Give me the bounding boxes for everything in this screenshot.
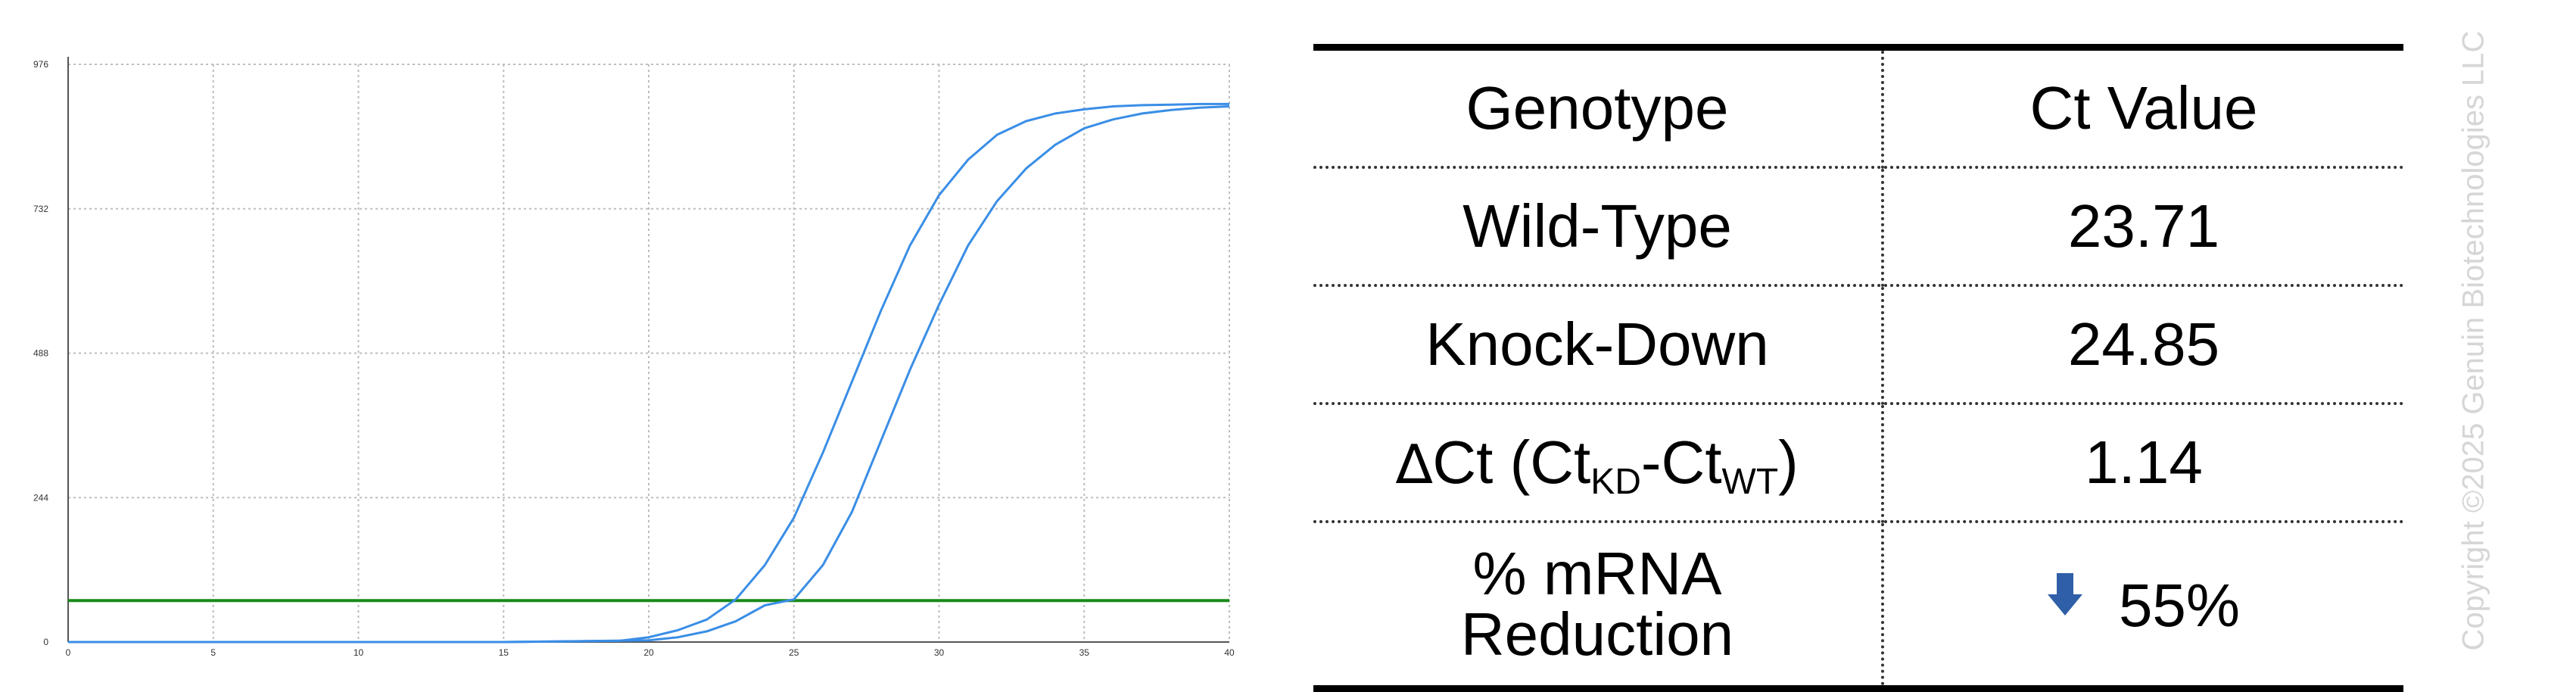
reduction-label-line2: Reduction bbox=[1460, 600, 1734, 668]
y-tick-label: 732 bbox=[33, 204, 48, 214]
knock-down-ct: 24.85 bbox=[2067, 310, 2220, 378]
mrna-reduction-label: % mRNA Reduction bbox=[1313, 522, 1884, 689]
table-row: Wild-Type 23.71 bbox=[1313, 167, 2403, 285]
x-tick-label: 25 bbox=[789, 647, 799, 658]
amplification-curve-2 bbox=[68, 105, 1230, 644]
delta-ct-text: Ct (Ct bbox=[1432, 429, 1591, 496]
delta-ct-close: ) bbox=[1778, 429, 1799, 496]
x-tick-label: 40 bbox=[1224, 647, 1235, 658]
amplification-chart: 0 5 10 15 20 25 30 35 40 0 244 488 732 976 bbox=[0, 0, 1257, 681]
y-tick-label: 976 bbox=[33, 59, 48, 70]
amplification-plot: 0 5 10 15 20 25 30 35 40 0 244 488 732 976 bbox=[33, 57, 1235, 658]
genotype-header: Genotype bbox=[1313, 47, 1884, 167]
wild-type-label: Wild-Type bbox=[1313, 167, 1884, 285]
mrna-reduction-value: 55% bbox=[2118, 571, 2241, 639]
y-tick-label: 244 bbox=[33, 492, 48, 503]
table-row: Knock-Down 24.85 bbox=[1313, 285, 2403, 404]
x-tick-label: 30 bbox=[934, 647, 945, 658]
table-row: ∆Ct (CtKD-CtWT) 1.14 bbox=[1313, 404, 2403, 522]
x-tick-label: 35 bbox=[1079, 647, 1090, 658]
table-header-row: Genotype Ct Value bbox=[1313, 47, 2403, 167]
x-tick-label: 5 bbox=[210, 647, 216, 658]
kd-subscript: KD bbox=[1590, 462, 1641, 502]
reduction-label-line1: % mRNA bbox=[1472, 540, 1722, 607]
delta-symbol: ∆ bbox=[1396, 432, 1433, 496]
table-row: % mRNA Reduction 55% bbox=[1313, 522, 2403, 689]
x-tick-label: 20 bbox=[643, 647, 654, 658]
mrna-reduction-cell: 55% bbox=[1883, 522, 2403, 689]
knock-down-label: Knock-Down bbox=[1313, 285, 1884, 404]
y-tick-label: 0 bbox=[43, 637, 48, 647]
down-arrow-icon bbox=[2047, 572, 2082, 617]
copyright-text: Copyright ©2025 Genuin Biotechnologies L… bbox=[2456, 30, 2490, 651]
delta-ct-dash: -Ct bbox=[1640, 429, 1722, 496]
x-tick-label: 15 bbox=[499, 647, 509, 658]
x-tick-label: 0 bbox=[66, 647, 71, 658]
delta-ct-label: ∆Ct (CtKD-CtWT) bbox=[1313, 404, 1884, 522]
y-tick-label: 488 bbox=[33, 348, 48, 359]
delta-ct-value: 1.14 bbox=[2085, 429, 2203, 496]
results-table: Genotype Ct Value Wild-Type 23.71 Knock-… bbox=[1313, 44, 2403, 692]
wt-subscript: WT bbox=[1721, 462, 1779, 502]
wild-type-ct: 23.71 bbox=[2067, 192, 2220, 260]
x-tick-label: 10 bbox=[354, 647, 364, 658]
ct-value-header: Ct Value bbox=[2029, 74, 2258, 142]
